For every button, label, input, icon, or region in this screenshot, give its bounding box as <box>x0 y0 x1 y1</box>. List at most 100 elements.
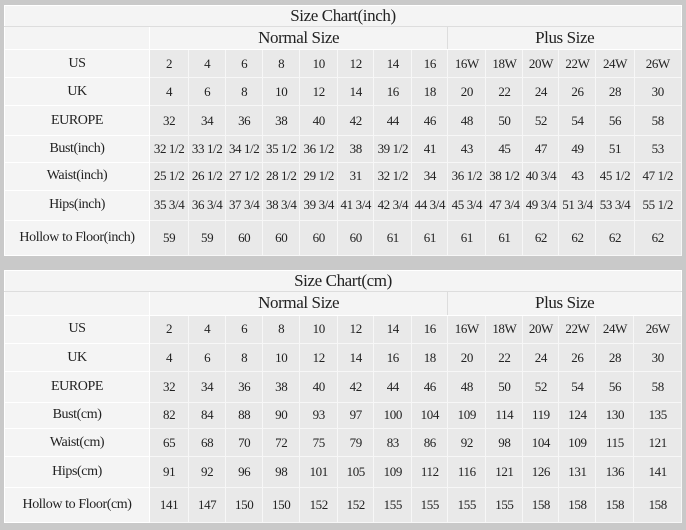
size-value: 29 1/2 <box>299 161 339 191</box>
chart-title: Size Chart(inch) <box>4 4 682 28</box>
size-value: 58 <box>633 371 682 403</box>
size-value: 32 <box>149 105 190 137</box>
size-value: 60 <box>225 219 264 257</box>
size-value: 22W <box>558 49 597 79</box>
size-value: 141 <box>633 456 682 488</box>
size-value: 6 <box>225 49 264 79</box>
size-value: 12 <box>299 77 339 107</box>
size-value: 14 <box>373 314 413 344</box>
size-value: 79 <box>337 427 375 458</box>
size-value: 6 <box>188 77 227 107</box>
normal-size-header: Normal Size <box>149 291 449 316</box>
size-value: 8 <box>225 342 264 373</box>
size-value: 114 <box>485 401 524 429</box>
size-value: 47 <box>522 135 560 163</box>
size-value: 55 1/2 <box>633 189 683 221</box>
size-value: 105 <box>337 456 375 488</box>
size-value: 147 <box>188 486 227 524</box>
size-value: 61 <box>447 219 487 257</box>
size-value: 109 <box>558 427 597 458</box>
size-value: 18 <box>411 77 449 107</box>
size-value: 54 <box>558 371 597 403</box>
size-value: 126 <box>522 456 560 488</box>
size-value: 44 3/4 <box>411 189 449 221</box>
size-value: 62 <box>522 219 560 257</box>
size-value: 27 1/2 <box>225 161 264 191</box>
size-value: 54 <box>558 105 597 137</box>
size-value: 16W <box>447 314 487 344</box>
size-value: 135 <box>633 401 682 429</box>
size-value: 60 <box>299 219 339 257</box>
size-value: 152 <box>299 486 339 524</box>
table-row: Hollow to Floor(cm) 141 147 150 150 152 152 155… <box>3 486 682 524</box>
size-value: 68 <box>188 427 227 458</box>
size-value: 25 1/2 <box>149 161 190 191</box>
table-row: Waist(cm) 65 68 70 72 75 79 83 86 92 98 104 109 115 12… <box>3 427 682 458</box>
size-value: 155 <box>373 486 413 524</box>
size-value: 28 <box>595 342 635 373</box>
size-value: 16 <box>411 314 449 344</box>
size-value: 10 <box>299 49 339 79</box>
size-value: 33 1/2 <box>188 135 227 163</box>
size-value: 4 <box>188 314 227 344</box>
size-value: 119 <box>522 401 560 429</box>
size-value: 20 <box>447 342 487 373</box>
row-label: Waist(inch) <box>3 161 151 191</box>
table-row: US 2 4 6 8 10 12 14 16 16W 18W 20W 22W 24W 26W <box>3 314 682 344</box>
size-value: 42 <box>337 371 375 403</box>
size-value: 56 <box>595 371 635 403</box>
size-value: 136 <box>595 456 635 488</box>
size-value: 44 <box>373 371 413 403</box>
size-value: 155 <box>485 486 524 524</box>
size-value: 88 <box>225 401 264 429</box>
size-value: 61 <box>411 219 449 257</box>
table-row: Bust(inch) 32 1/2 33 1/2 34 1/2 35 1/2 36 1/2… <box>3 135 683 163</box>
size-value: 38 1/2 <box>485 161 524 191</box>
size-value: 34 <box>411 161 449 191</box>
size-value: 60 <box>337 219 375 257</box>
table-row: Waist(inch) 25 1/2 26 1/2 27 1/2 28 1/2 29 1/… <box>3 161 683 191</box>
table-row: UK 4 6 8 10 12 14 16 18 20 22 24 26 28 30 <box>3 342 682 373</box>
size-value: 30 <box>633 77 683 107</box>
size-value: 56 <box>595 105 635 137</box>
size-value: 49 <box>558 135 597 163</box>
size-value: 12 <box>299 342 339 373</box>
size-value: 22 <box>485 342 524 373</box>
size-value: 51 3/4 <box>558 189 597 221</box>
size-value: 37 3/4 <box>225 189 264 221</box>
size-value: 40 <box>299 105 339 137</box>
size-value: 24 <box>522 342 560 373</box>
size-value: 24W <box>595 314 635 344</box>
table-row: Hips(inch) 35 3/4 36 3/4 37 3/4 38 3/4 39 3/4… <box>3 189 683 221</box>
size-value: 82 <box>149 401 190 429</box>
size-value: 45 1/2 <box>595 161 635 191</box>
size-value: 47 3/4 <box>485 189 524 221</box>
normal-size-header: Normal Size <box>149 26 449 51</box>
size-value: 44 <box>373 105 413 137</box>
size-value: 61 <box>373 219 413 257</box>
size-value: 92 <box>188 456 227 488</box>
size-value: 121 <box>633 427 682 458</box>
size-value: 4 <box>149 77 190 107</box>
size-value: 35 1/2 <box>262 135 301 163</box>
size-value: 152 <box>337 486 375 524</box>
size-value: 158 <box>522 486 560 524</box>
size-value: 86 <box>411 427 449 458</box>
size-value: 32 1/2 <box>149 135 190 163</box>
size-value: 101 <box>299 456 339 488</box>
size-value: 40 3/4 <box>522 161 560 191</box>
size-value: 8 <box>262 314 301 344</box>
size-value: 70 <box>225 427 264 458</box>
size-value: 20 <box>447 77 487 107</box>
row-label: Hollow to Floor(cm) <box>3 486 151 524</box>
size-value: 62 <box>633 219 683 257</box>
size-value: 40 <box>299 371 339 403</box>
table-row: EUROPE 32 34 36 38 40 42 44 46 48 50 52 54 56 58 <box>3 105 683 137</box>
size-value: 26W <box>633 49 683 79</box>
size-value: 18 <box>411 342 449 373</box>
size-value: 158 <box>595 486 635 524</box>
size-value: 26W <box>633 314 682 344</box>
size-value: 43 <box>447 135 487 163</box>
header-blank <box>3 291 151 316</box>
size-value: 109 <box>447 401 487 429</box>
